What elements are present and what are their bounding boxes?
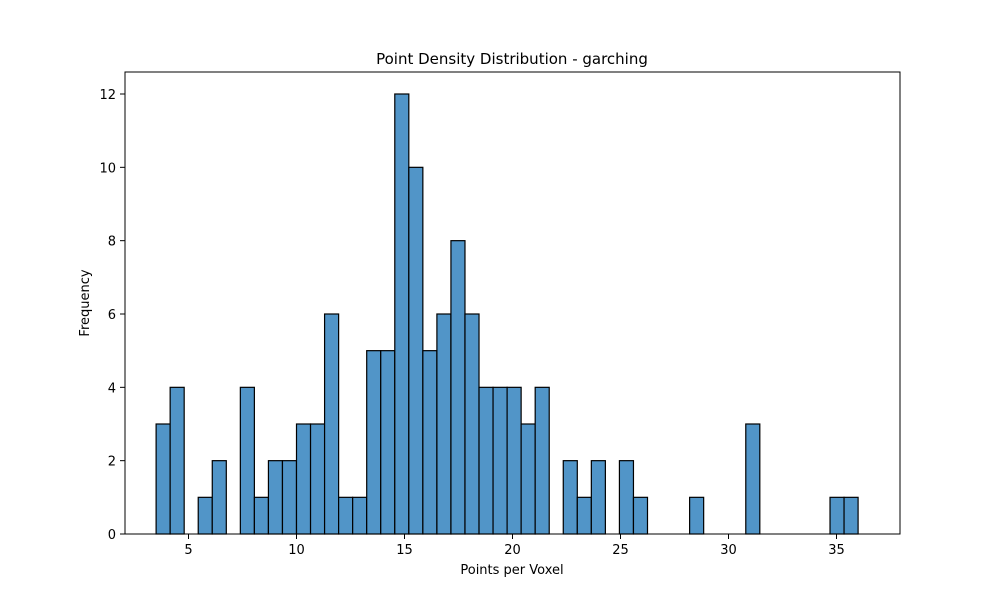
y-axis: 0 2 4 6 8 10 12 — [99, 88, 125, 543]
y-tick-label: 8 — [108, 235, 116, 250]
histogram-bar — [352, 496, 368, 535]
histogram-bar — [155, 423, 171, 535]
bars-group — [155, 93, 859, 535]
x-axis-label: Points per Voxel — [460, 563, 563, 578]
plot-frame — [124, 71, 901, 535]
histogram-bar — [843, 496, 859, 535]
x-tick-label: 5 — [184, 543, 192, 558]
histogram-bar — [366, 350, 382, 535]
x-axis: 5 10 15 20 25 30 35 — [184, 534, 845, 558]
histogram-bar — [197, 496, 213, 535]
histogram-bar — [464, 313, 480, 535]
histogram-bar — [295, 423, 312, 535]
histogram-bar — [506, 386, 522, 535]
histogram-bar — [323, 313, 340, 535]
histogram-bar — [618, 460, 635, 535]
histogram-bar — [422, 350, 438, 535]
histogram-bar — [169, 386, 185, 535]
y-tick-label: 0 — [108, 528, 116, 543]
y-tick-label: 12 — [99, 88, 116, 103]
x-tick-label: 10 — [288, 543, 305, 558]
histogram-bar — [534, 386, 550, 535]
histogram-bar — [281, 460, 298, 535]
histogram-bar — [576, 496, 592, 535]
histogram-bar — [632, 496, 649, 535]
y-tick-label: 10 — [99, 161, 116, 176]
histogram-bar — [239, 386, 255, 535]
histogram-bar — [562, 460, 578, 535]
x-tick-label: 30 — [720, 543, 737, 558]
histogram-bar — [478, 386, 494, 535]
histogram-bar — [689, 496, 705, 535]
histogram-bar — [492, 386, 508, 535]
histogram-bar — [253, 496, 270, 535]
histogram-bar — [520, 423, 536, 535]
histogram-bar — [436, 313, 452, 535]
histogram-bar — [829, 496, 845, 535]
histogram-bar — [394, 93, 410, 535]
histogram-bar — [309, 423, 326, 535]
x-tick-label: 35 — [828, 543, 845, 558]
histogram-bar — [211, 460, 227, 535]
chart-title: Point Density Distribution - garching — [376, 50, 648, 68]
histogram-bar — [338, 496, 354, 535]
x-tick-label: 15 — [396, 543, 413, 558]
y-tick-label: 2 — [108, 455, 116, 470]
histogram-bar — [745, 423, 761, 535]
y-tick-label: 4 — [108, 381, 116, 396]
x-tick-label: 20 — [504, 543, 521, 558]
x-tick-label: 25 — [612, 543, 629, 558]
histogram-bar — [590, 460, 606, 535]
histogram-bar — [267, 460, 284, 535]
histogram-bar — [450, 240, 466, 535]
y-axis-label: Frequency — [78, 269, 93, 336]
y-tick-label: 6 — [108, 308, 116, 323]
histogram-bar — [380, 350, 396, 535]
histogram-bar — [408, 166, 424, 535]
